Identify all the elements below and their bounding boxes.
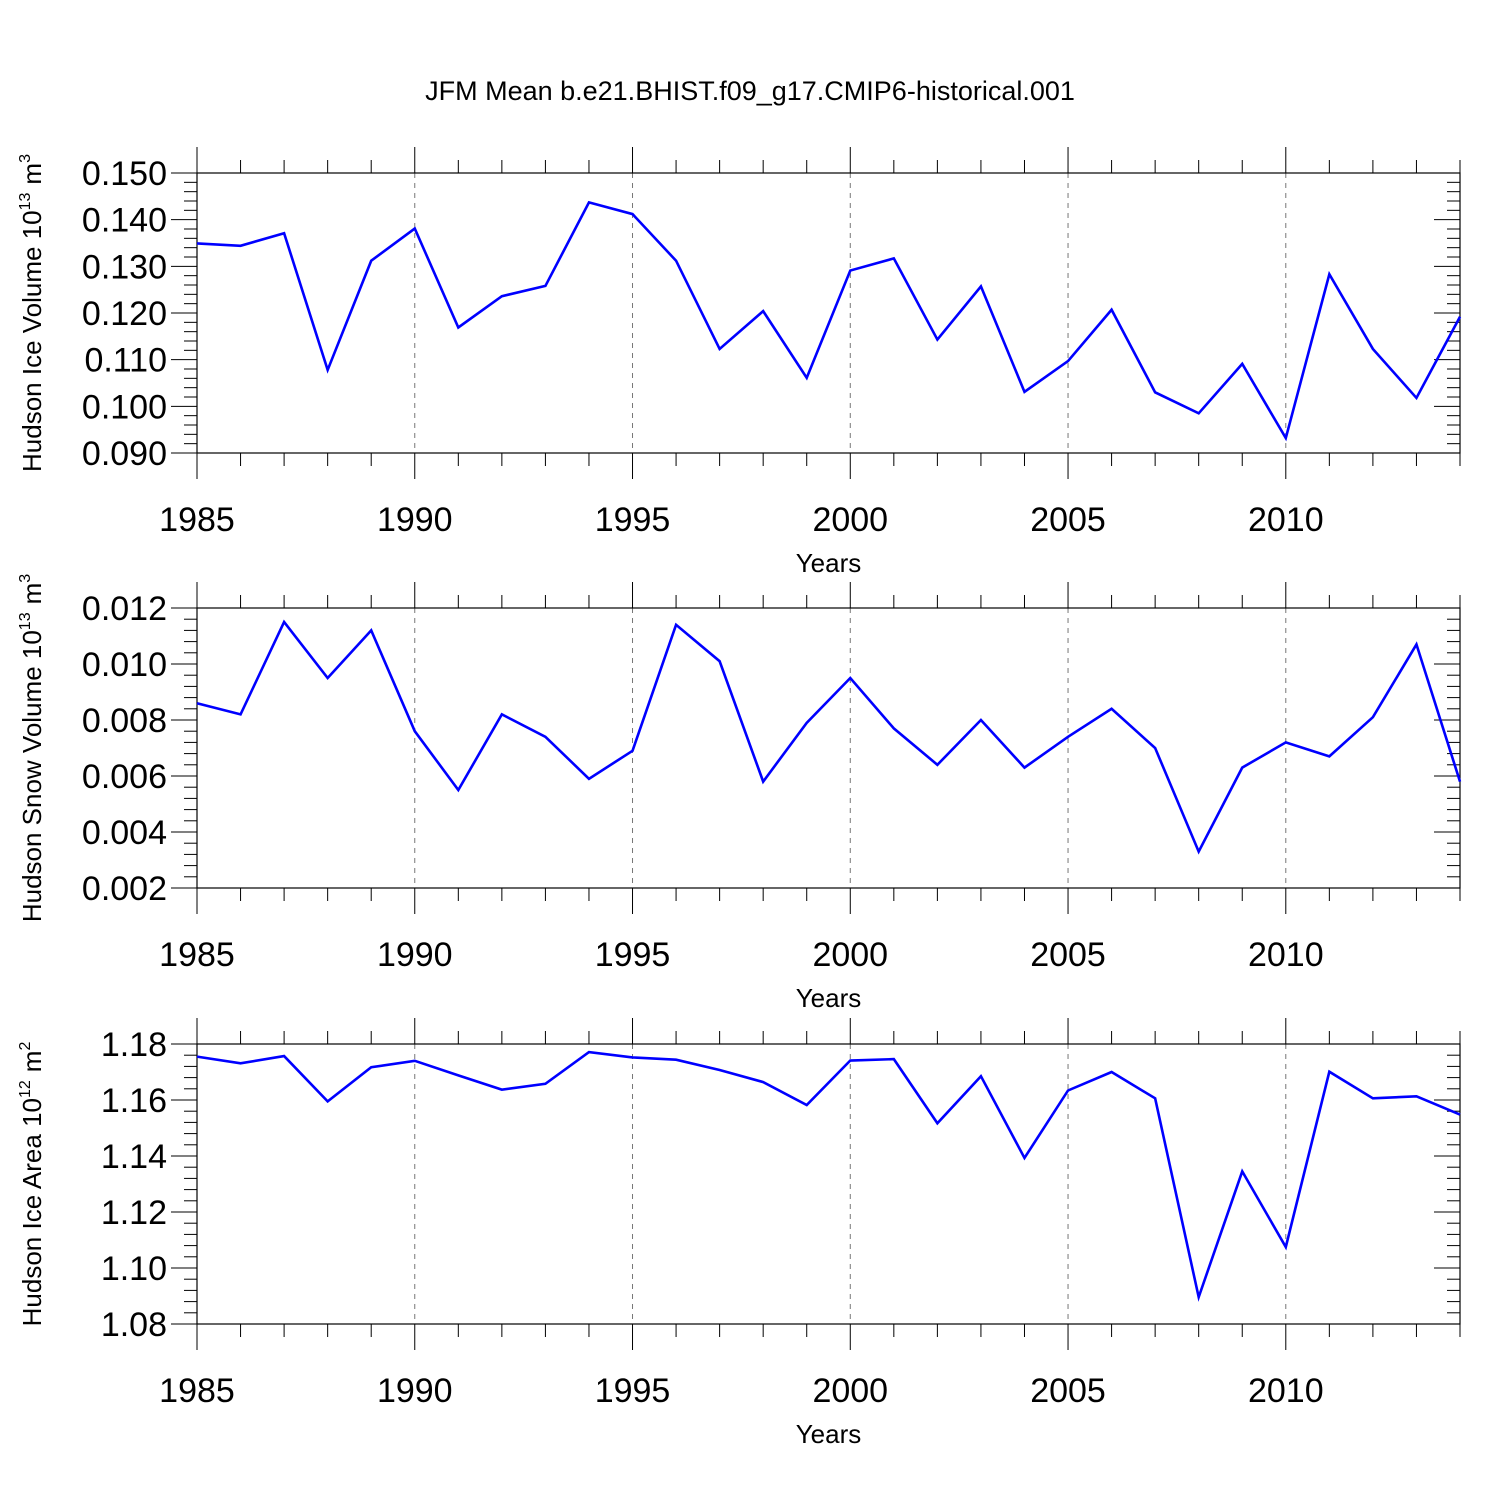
- chart-title: JFM Mean b.e21.BHIST.f09_g17.CMIP6-histo…: [425, 76, 1075, 106]
- y-tick-label: 0.110: [84, 342, 167, 380]
- panel-3: 1985 1990 1995 2000 2005 2010 Years 1.08 1.10 1.1…: [17, 1018, 1461, 1449]
- x-tick-label: 1985: [159, 501, 235, 539]
- y-axis-unit: m: [17, 583, 47, 605]
- y-axis-unit-exponent: 12: [17, 1080, 34, 1098]
- y-tick-label: 0.090: [82, 435, 167, 473]
- x-tick-label: 1995: [595, 501, 671, 539]
- x-tick-label: 1985: [159, 1372, 235, 1410]
- y-axis-unit-power: 3: [17, 574, 34, 583]
- data-series-line: [196, 200, 1462, 442]
- y-tick-label: 0.010: [82, 646, 167, 684]
- y-axis-unit: m: [17, 163, 47, 185]
- x-tick-label: 2010: [1248, 1372, 1324, 1410]
- y-tick-label: 1.14: [101, 1138, 167, 1176]
- data-series-line: [196, 619, 1462, 855]
- y-tick-label: 1.12: [101, 1194, 167, 1232]
- x-axis-label: Years: [796, 548, 862, 578]
- panel-1: 1985 1990 1995 2000 2005 2010 Years 0.090 0.100 0…: [17, 147, 1462, 578]
- x-tick-label: 2000: [812, 1372, 888, 1410]
- x-tick-label: 1990: [377, 936, 453, 974]
- x-tick-label: 2005: [1030, 501, 1106, 539]
- x-tick-label: 1990: [377, 501, 453, 539]
- y-tick-label: 0.002: [82, 870, 167, 908]
- y-tick-label: 0.150: [82, 155, 167, 193]
- plot-frame: [196, 607, 1461, 889]
- y-tick-label: 0.008: [82, 702, 167, 740]
- y-axis-label-text: Hudson Ice Volume 10: [17, 210, 47, 472]
- y-axis-label-text: Hudson Ice Area 10: [17, 1098, 47, 1326]
- plot-frame: [196, 1043, 1461, 1325]
- x-tick-label: 2005: [1030, 1372, 1106, 1410]
- x-tick-label: 2005: [1030, 936, 1106, 974]
- y-tick-label: 1.08: [101, 1306, 167, 1344]
- panel-2: 1985 1990 1995 2000 2005 2010 Years 0.002 0.004 0…: [17, 574, 1462, 1013]
- x-tick-label: 1985: [159, 936, 235, 974]
- y-tick-label: 0.130: [82, 248, 167, 286]
- x-tick-label: 1995: [595, 936, 671, 974]
- x-axis-label: Years: [796, 1419, 862, 1449]
- y-axis-label: Hudson Ice Area 1012 m2: [17, 1042, 47, 1327]
- x-axis-label: Years: [796, 983, 862, 1013]
- y-tick-label: 1.16: [101, 1082, 167, 1120]
- y-axis-label-text: Hudson Snow Volume 10: [17, 630, 47, 922]
- y-tick-label: 1.10: [101, 1250, 167, 1288]
- x-tick-label: 2010: [1248, 936, 1324, 974]
- y-tick-label: 1.18: [101, 1026, 167, 1064]
- y-axis-unit-exponent: 13: [17, 192, 34, 210]
- y-axis-label: Hudson Ice Volume 1013 m3: [17, 154, 47, 472]
- y-axis-unit-power: 3: [17, 154, 34, 163]
- y-axis-unit-power: 2: [17, 1042, 34, 1051]
- y-tick-label: 0.120: [82, 295, 167, 333]
- y-tick-label: 0.006: [82, 758, 167, 796]
- x-tick-label: 2000: [812, 501, 888, 539]
- y-tick-label: 0.140: [82, 202, 167, 240]
- y-axis-unit: m: [17, 1051, 47, 1073]
- y-tick-label: 0.004: [82, 814, 167, 852]
- x-tick-label: 2000: [812, 936, 888, 974]
- data-series-line: [196, 1050, 1461, 1302]
- y-axis-label: Hudson Snow Volume 1013 m3: [17, 574, 47, 922]
- y-tick-label: 0.100: [82, 388, 167, 426]
- y-axis-unit-exponent: 13: [17, 612, 34, 630]
- y-tick-label: 0.012: [82, 590, 167, 628]
- x-tick-label: 1990: [377, 1372, 453, 1410]
- x-tick-label: 1995: [595, 1372, 671, 1410]
- x-tick-label: 2010: [1248, 501, 1324, 539]
